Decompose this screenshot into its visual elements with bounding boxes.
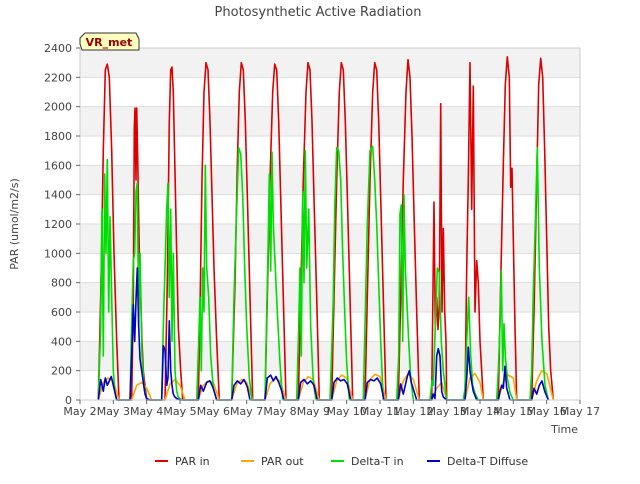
y-tick-label: 1000 <box>44 247 72 260</box>
x-tick-label: May 17 <box>560 405 600 418</box>
plot-band <box>80 253 580 283</box>
x-tick-label: May 7 <box>230 405 263 418</box>
y-tick-label: 1400 <box>44 189 72 202</box>
plot-band <box>80 282 580 312</box>
y-tick-label: 600 <box>51 306 72 319</box>
y-tick-label: 1600 <box>44 159 72 172</box>
series-line-delta-t-diffuse <box>97 267 550 401</box>
x-tick-label: May 11 <box>360 405 400 418</box>
y-axis-label: PAR (umol/m2/s) <box>8 178 21 270</box>
x-tick-label: May 12 <box>393 405 433 418</box>
x-axis-label: Time <box>550 423 578 436</box>
plot-band <box>80 106 580 136</box>
site-label-box: VR_met <box>79 32 140 51</box>
chart-title: Photosynthetic Active Radiation <box>215 5 422 20</box>
plot-band <box>80 48 580 78</box>
y-tick-label: 1800 <box>44 130 72 143</box>
plot-band <box>80 224 580 254</box>
plot-band <box>80 165 580 195</box>
legend-label: PAR in <box>175 455 210 468</box>
plot-band <box>80 194 580 224</box>
legend-label: Delta-T in <box>351 455 404 468</box>
x-axis: May 2 May 3 May 4 May 5 May 6 May 7 May 8 May 9… <box>63 400 600 418</box>
y-tick-label: 0 <box>65 394 72 407</box>
x-tick-label: May 16 <box>527 405 567 418</box>
y-tick-label: 1200 <box>44 218 72 231</box>
x-tick-label: May 13 <box>427 405 467 418</box>
plot-band <box>80 77 580 107</box>
site-label-background <box>79 32 140 51</box>
y-tick-label: 2000 <box>44 101 72 114</box>
y-tick-label: 200 <box>51 365 72 378</box>
legend: PAR in PAR out Delta-T in Delta-T Diffuse <box>155 455 528 468</box>
x-tick-label: May 5 <box>163 405 196 418</box>
x-tick-label: May 2 <box>63 405 96 418</box>
y-tick-label: 400 <box>51 335 72 348</box>
x-tick-label: May 14 <box>460 405 500 418</box>
x-tick-label: May 15 <box>493 405 533 418</box>
y-tick-label: 2200 <box>44 71 72 84</box>
x-tick-label: May 10 <box>327 405 367 418</box>
x-tick-label: May 3 <box>97 405 130 418</box>
plot-band <box>80 136 580 166</box>
x-tick-label: May 4 <box>130 405 163 418</box>
legend-label: PAR out <box>261 455 304 468</box>
x-tick-label: May 9 <box>297 405 330 418</box>
x-tick-label: May 8 <box>263 405 296 418</box>
y-tick-label: 2400 <box>44 42 72 55</box>
site-label: VR_met <box>86 36 133 49</box>
y-tick-label: 800 <box>51 277 72 290</box>
legend-label: Delta-T Diffuse <box>447 455 528 468</box>
x-tick-label: May 6 <box>197 405 230 418</box>
plot-background <box>80 48 580 400</box>
y-axis: 0 200 400 600 800 1000 1200 1400 1600 1800 2000 220… <box>44 42 80 407</box>
